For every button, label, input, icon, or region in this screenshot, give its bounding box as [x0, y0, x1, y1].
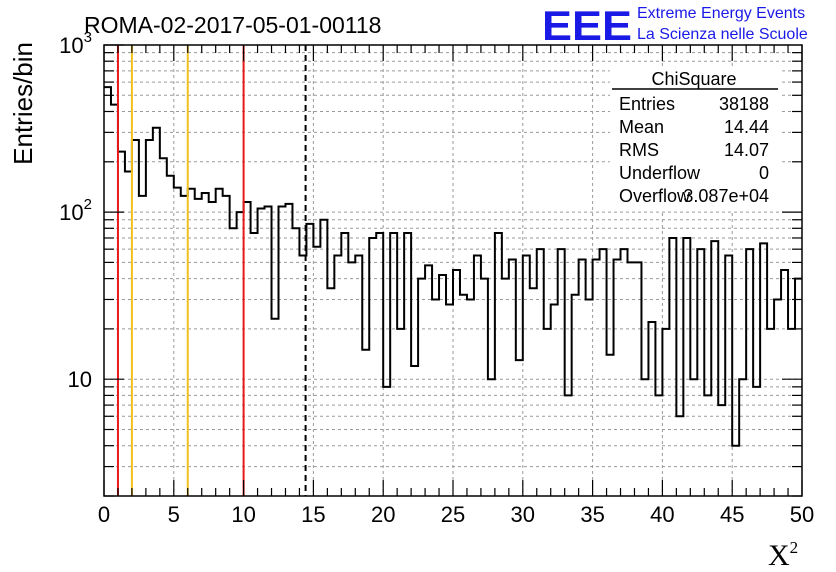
x-tick-label-10: 10 — [231, 502, 255, 527]
x-tick-label-25: 25 — [441, 502, 465, 527]
y-tick-label-1000: 103 — [59, 29, 92, 58]
stats-value-entries: 38188 — [719, 94, 769, 114]
y-axis-title: Entries/bin — [8, 42, 38, 165]
x-axis-title-base: X — [768, 539, 790, 572]
y-tick-label-10: 10 — [68, 367, 92, 392]
eee-logo: EEE — [542, 2, 632, 49]
stats-box-bg — [610, 66, 780, 210]
grid-lines — [103, 45, 803, 497]
stats-value-overflow: 3.087e+04 — [683, 186, 769, 206]
stats-value-underflow: 0 — [759, 163, 769, 183]
marker-lines — [116, 45, 307, 496]
stats-value-rms: 14.07 — [724, 140, 769, 160]
stats-label-entries: Entries — [619, 94, 675, 114]
x-tick-label-40: 40 — [650, 502, 674, 527]
stats-box: ChiSquare Entries 38188 Mean 14.44 RMS 1… — [610, 66, 780, 210]
y-tick-label-base: 10 — [59, 33, 83, 58]
x-tick-label-20: 20 — [371, 502, 395, 527]
x-axis-title: X2 — [768, 538, 798, 572]
y-tick-label-base: 10 — [59, 200, 83, 225]
stats-label-underflow: Underflow — [619, 163, 701, 183]
x-tick-label-30: 30 — [511, 502, 535, 527]
x-axis-title-sup: 2 — [790, 538, 799, 557]
x-tick-label-15: 15 — [301, 502, 325, 527]
org-line-2: La Scienza nelle Scuole — [637, 26, 808, 43]
axis-ticks — [103, 44, 803, 497]
y-tick-label-exp: 2 — [84, 196, 92, 213]
x-tick-label-50: 50 — [790, 502, 814, 527]
stats-label-mean: Mean — [619, 117, 664, 137]
stats-label-rms: RMS — [619, 140, 659, 160]
stats-value-mean: 14.44 — [724, 117, 769, 137]
histogram-line — [104, 86, 802, 447]
x-tick-labels: 0 5 10 15 20 25 30 35 40 45 50 — [98, 502, 814, 527]
stats-label-overflow: Overflow — [619, 186, 691, 206]
org-line-1: Extreme Energy Events — [637, 5, 805, 22]
x-tick-label-0: 0 — [98, 502, 110, 527]
y-tick-label-exp: 3 — [84, 29, 92, 46]
stats-title: ChiSquare — [651, 69, 736, 89]
x-tick-label-5: 5 — [168, 502, 180, 527]
y-tick-label-100: 102 — [59, 196, 92, 225]
run-title: ROMA-02-2017-05-01-00118 — [84, 12, 381, 38]
x-tick-label-35: 35 — [580, 502, 604, 527]
y-tick-label-base: 10 — [68, 367, 92, 392]
x-tick-label-45: 45 — [720, 502, 744, 527]
